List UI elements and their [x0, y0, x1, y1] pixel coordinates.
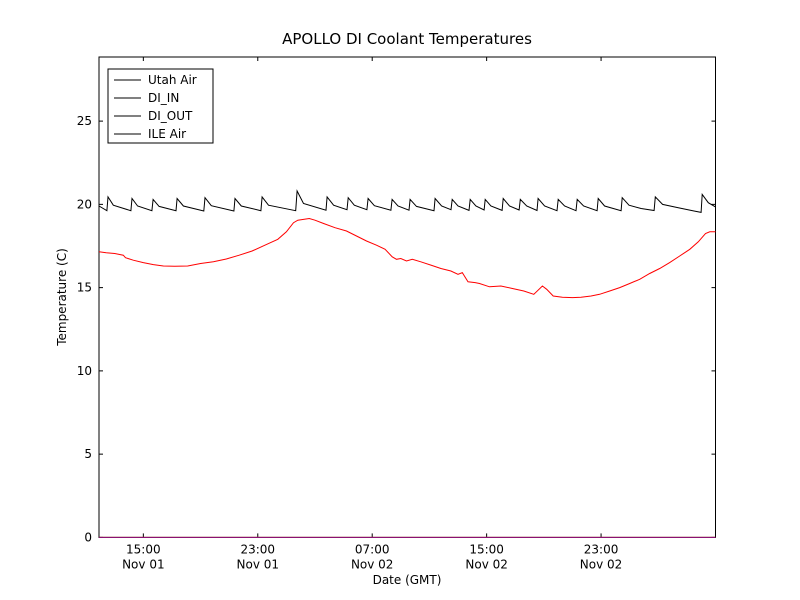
series-line-ile-air — [98, 217, 716, 299]
x-tick-label-date: Nov 01 — [237, 557, 280, 571]
legend-label: Utah Air — [148, 73, 197, 87]
series-line-utah-air — [98, 189, 716, 214]
legend-box — [107, 68, 214, 144]
legend-label: ILE Air — [148, 127, 186, 141]
legend-label: DI_OUT — [148, 109, 193, 123]
legend-label: DI_IN — [148, 91, 179, 105]
y-tick-label: 20 — [77, 197, 92, 211]
y-tick-label: 0 — [84, 530, 92, 544]
x-tick-label-time: 15:00 — [126, 542, 161, 556]
x-axis-label: Date (GMT) — [373, 573, 442, 587]
x-tick-label-time: 07:00 — [355, 542, 390, 556]
x-tick-label-date: Nov 01 — [122, 557, 165, 571]
y-tick-label: 25 — [77, 114, 92, 128]
x-tick-label-date: Nov 02 — [580, 557, 623, 571]
chart-title: APOLLO DI Coolant Temperatures — [282, 30, 532, 48]
y-tick-label: 15 — [77, 281, 92, 295]
x-tick-label-time: 23:00 — [240, 542, 275, 556]
y-tick-label: 10 — [77, 364, 92, 378]
x-tick-label-date: Nov 02 — [465, 557, 508, 571]
y-tick-label: 5 — [84, 447, 92, 461]
x-tick-label-date: Nov 02 — [351, 557, 394, 571]
x-tick-label-time: 23:00 — [584, 542, 619, 556]
y-axis-label: Temperature (C) — [55, 248, 69, 347]
x-tick-label-time: 15:00 — [469, 542, 504, 556]
